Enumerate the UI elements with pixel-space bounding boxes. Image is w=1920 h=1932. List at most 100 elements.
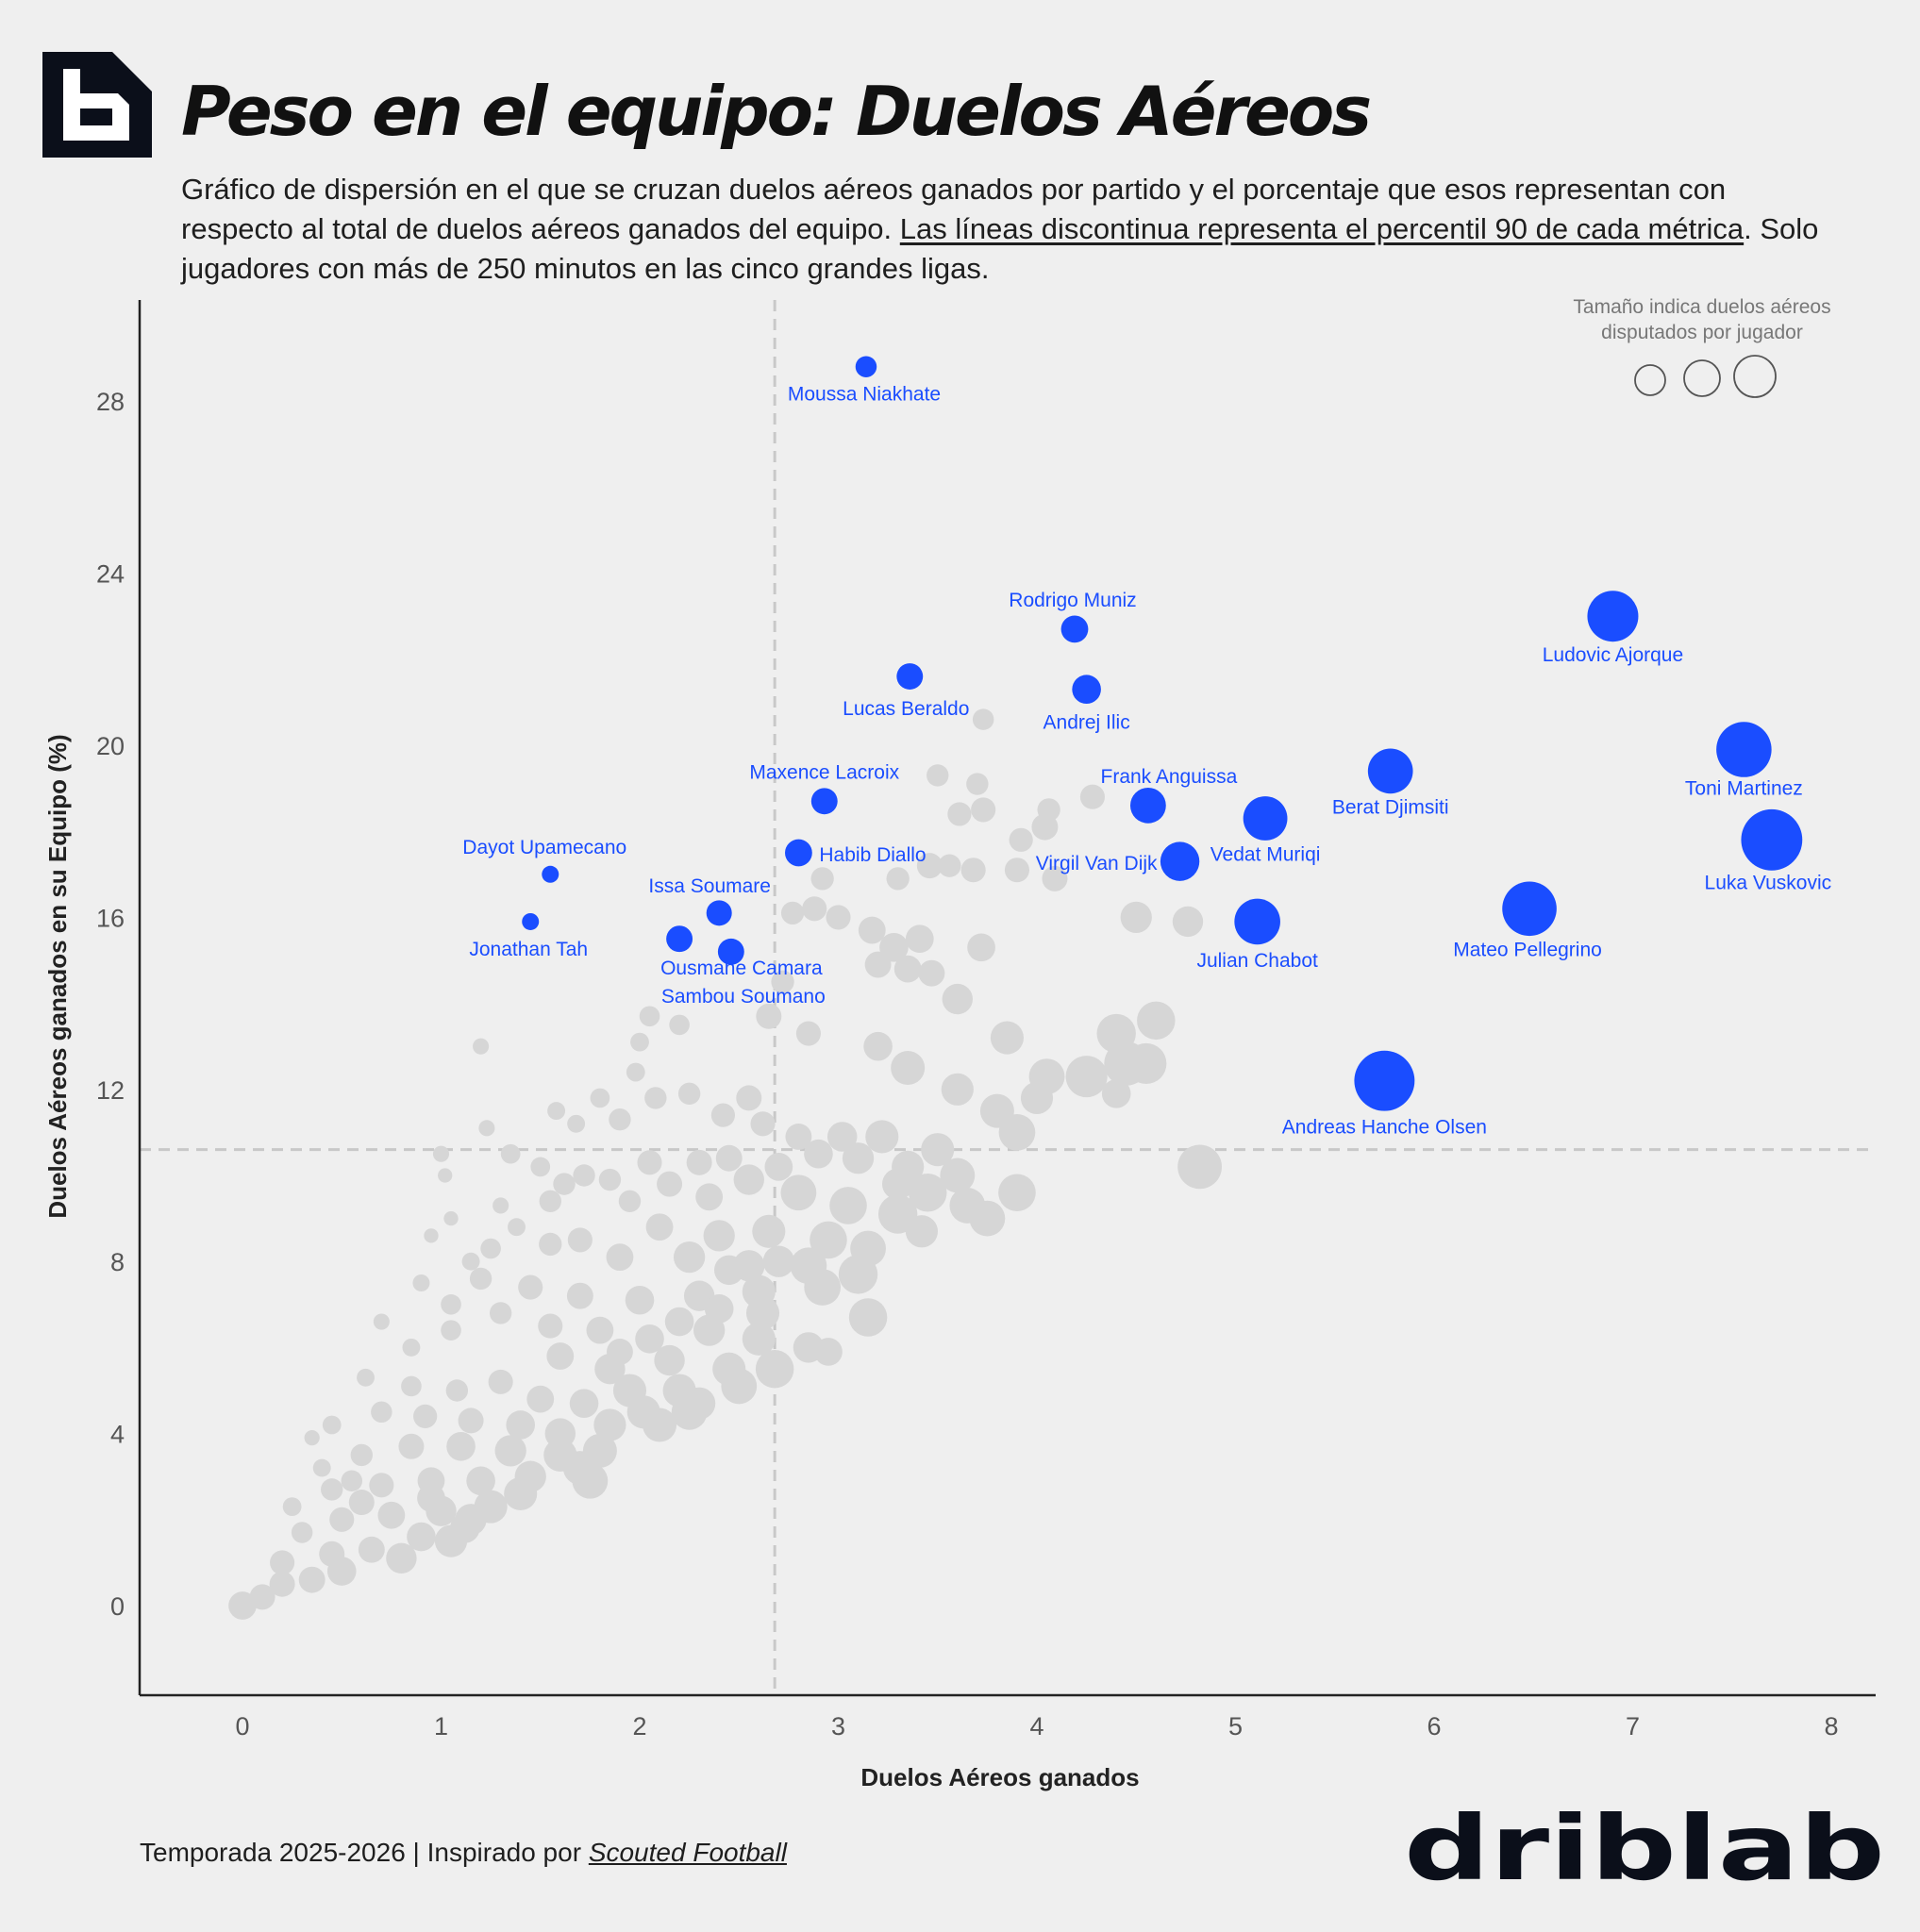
background-point bbox=[626, 1062, 645, 1082]
background-point bbox=[567, 1114, 586, 1133]
highlighted-point bbox=[1243, 796, 1288, 841]
background-point bbox=[461, 1252, 480, 1271]
highlighted-point bbox=[706, 900, 732, 926]
background-point bbox=[947, 802, 972, 826]
background-point bbox=[785, 1124, 812, 1150]
background-point bbox=[635, 1324, 664, 1354]
x-tick-label: 2 bbox=[632, 1712, 646, 1740]
subtitle-part2: . Solo jugadores con más de 250 minutos … bbox=[181, 212, 1819, 285]
background-point bbox=[1031, 813, 1059, 841]
background-point bbox=[1065, 1056, 1108, 1098]
background-point bbox=[269, 1571, 295, 1597]
background-point bbox=[892, 1150, 925, 1183]
background-point bbox=[940, 1158, 976, 1193]
player-label: Andrej Ilic bbox=[1043, 712, 1130, 734]
size-legend-title: Tamaño indica duelos aéreos disputados po… bbox=[1573, 296, 1830, 343]
x-tick-label: 6 bbox=[1427, 1712, 1441, 1740]
background-point bbox=[371, 1401, 392, 1424]
highlighted-point bbox=[1367, 748, 1413, 794]
background-point bbox=[863, 1031, 893, 1061]
background-point bbox=[814, 1338, 843, 1366]
highlighted-point bbox=[522, 912, 540, 930]
background-point bbox=[373, 1313, 390, 1330]
driblab-b-logo bbox=[42, 52, 152, 158]
background-point bbox=[607, 1339, 633, 1365]
y-tick-label: 20 bbox=[96, 732, 125, 760]
background-point bbox=[742, 1322, 776, 1356]
y-tick-label: 24 bbox=[96, 560, 125, 589]
highlighted-point bbox=[810, 788, 838, 815]
background-point bbox=[858, 916, 886, 944]
background-point bbox=[960, 858, 986, 883]
background-point bbox=[249, 1584, 275, 1610]
highlighted-point bbox=[1160, 841, 1200, 881]
background-point bbox=[683, 1387, 716, 1420]
footer-season: Temporada 2025-2026 | Inspirado por bbox=[140, 1838, 589, 1867]
player-label: Ousmane Camara bbox=[660, 958, 823, 979]
player-label: Jonathan Tah bbox=[469, 939, 588, 960]
player-label: Dayot Upamecano bbox=[462, 837, 626, 858]
background-point bbox=[715, 1144, 743, 1172]
background-point bbox=[802, 896, 827, 922]
background-point bbox=[969, 1200, 1006, 1237]
background-point bbox=[312, 1458, 331, 1477]
background-point bbox=[1137, 1001, 1176, 1041]
y-tick-label: 8 bbox=[110, 1248, 125, 1276]
background-point bbox=[478, 1120, 495, 1137]
background-point bbox=[566, 1282, 593, 1309]
background-point bbox=[424, 1228, 439, 1243]
highlighted-point bbox=[785, 839, 812, 867]
background-point bbox=[407, 1522, 436, 1552]
size-legend-small bbox=[1634, 364, 1666, 396]
footer-note: Temporada 2025-2026 | Inspirado por Scou… bbox=[140, 1838, 787, 1868]
x-tick-label: 7 bbox=[1626, 1712, 1640, 1740]
background-point bbox=[905, 924, 934, 954]
background-point bbox=[918, 959, 945, 987]
highlighted-point bbox=[1741, 808, 1803, 871]
background-point bbox=[326, 1557, 357, 1586]
background-point bbox=[686, 1149, 712, 1175]
background-point bbox=[916, 853, 943, 879]
highlighted-point bbox=[896, 663, 924, 690]
background-point bbox=[450, 1513, 480, 1543]
player-label: Toni Martinez bbox=[1685, 778, 1803, 800]
background-point bbox=[432, 1145, 450, 1162]
background-point bbox=[752, 1214, 786, 1248]
background-point bbox=[438, 1168, 453, 1183]
background-point bbox=[998, 1114, 1036, 1151]
background-point bbox=[891, 1051, 926, 1085]
background-point bbox=[745, 1296, 780, 1330]
y-tick-label: 16 bbox=[96, 904, 125, 932]
background-point bbox=[402, 1338, 421, 1357]
background-point bbox=[673, 1241, 706, 1274]
background-point bbox=[908, 1173, 947, 1212]
background-point bbox=[942, 983, 973, 1015]
player-label: Luka Vuskovic bbox=[1705, 872, 1832, 893]
background-point bbox=[553, 1173, 576, 1195]
background-point bbox=[1009, 827, 1033, 852]
background-point bbox=[1004, 858, 1029, 883]
background-point bbox=[972, 708, 994, 730]
background-point bbox=[322, 1415, 342, 1435]
background-point bbox=[1042, 865, 1068, 891]
background-point bbox=[413, 1404, 438, 1428]
y-tick-label: 28 bbox=[96, 388, 125, 416]
background-point bbox=[538, 1313, 563, 1339]
background-point bbox=[494, 1435, 526, 1467]
background-point bbox=[489, 1302, 512, 1324]
background-point bbox=[350, 1443, 373, 1467]
background-point bbox=[795, 1021, 821, 1046]
background-point bbox=[938, 854, 961, 877]
background-point bbox=[304, 1430, 320, 1446]
highlighted-point bbox=[1502, 881, 1557, 937]
background-point bbox=[780, 901, 805, 924]
x-tick-label: 0 bbox=[235, 1712, 249, 1740]
y-axis-label: Duelos Aéreos ganados en su Equipo (%) bbox=[43, 734, 72, 1218]
player-label: Ludovic Ajorque bbox=[1543, 644, 1683, 666]
footer-inspired-link[interactable]: Scouted Football bbox=[588, 1838, 787, 1867]
background-point bbox=[506, 1410, 535, 1440]
player-label: Issa Soumare bbox=[648, 875, 771, 897]
background-point bbox=[618, 1190, 642, 1213]
background-point bbox=[539, 1232, 562, 1257]
y-tick-label: 12 bbox=[96, 1076, 125, 1105]
